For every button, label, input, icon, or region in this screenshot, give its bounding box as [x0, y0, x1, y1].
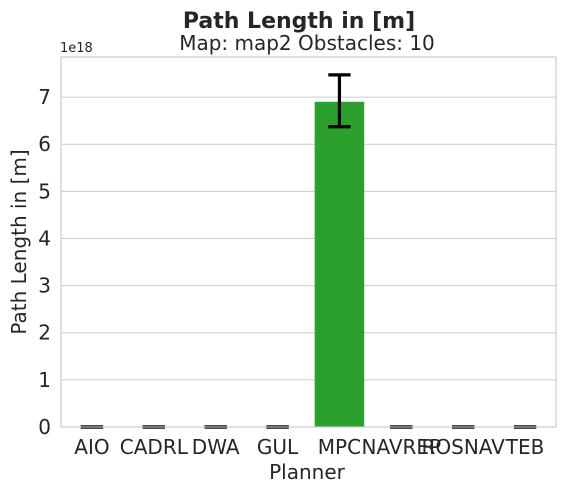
chart-suptitle: Path Length in [m] — [183, 9, 415, 34]
y-axis-offset-label: 1e18 — [60, 41, 93, 56]
x-tick-label: ROSNAV — [421, 435, 505, 459]
y-tick-label: 0 — [38, 415, 51, 439]
y-tick-label: 5 — [38, 179, 51, 203]
bar-mpc — [314, 101, 365, 427]
x-tick-label: GUL — [257, 435, 299, 459]
chart-title: Map: map2 Obstacles: 10 — [179, 31, 435, 55]
x-tick-label: DWA — [192, 435, 240, 459]
x-tick-label: NAVREP — [361, 435, 441, 459]
bars-group — [314, 101, 365, 427]
y-axis-label: Path Length in [m] — [7, 149, 31, 334]
y-tick-label: 7 — [38, 85, 51, 109]
x-tick-label: TEB — [505, 435, 545, 459]
x-axis-label: Planner — [269, 460, 346, 484]
y-tick-label: 1 — [38, 368, 51, 392]
y-tick-label: 4 — [38, 226, 51, 250]
plot-frame — [60, 56, 557, 428]
grid-lines — [61, 96, 556, 428]
y-tick-label: 3 — [38, 274, 51, 298]
error-bar-mpc — [328, 73, 351, 129]
error-bars-group — [80, 73, 537, 429]
x-tick-label: AIO — [74, 435, 109, 459]
y-tick-label: 2 — [38, 321, 51, 345]
y-tick-label: 6 — [38, 132, 51, 156]
x-tick-label: MPC — [318, 435, 361, 459]
x-tick-label: CADRL — [120, 435, 189, 459]
y-tick-labels: 0 1 2 3 4 5 6 7 — [38, 85, 51, 439]
